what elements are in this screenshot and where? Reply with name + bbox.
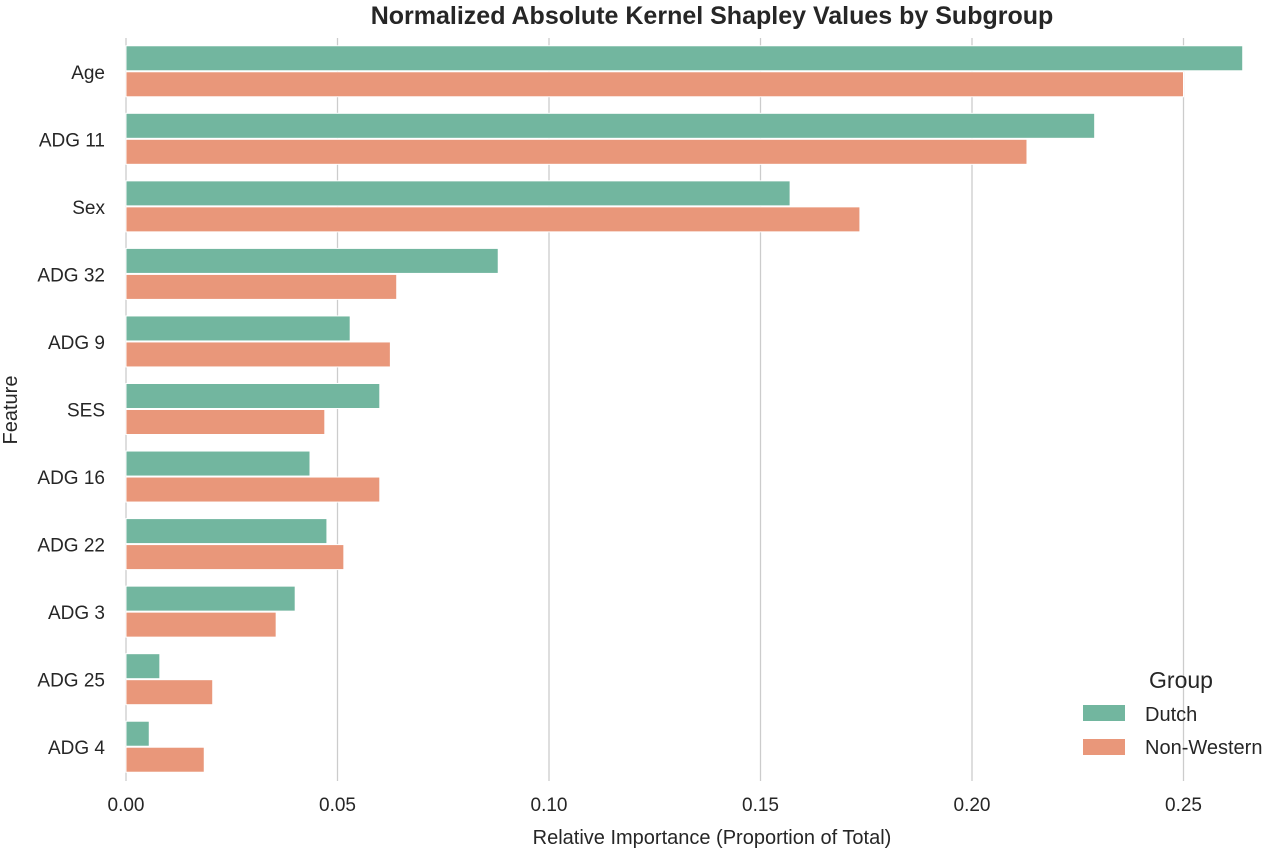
bar-non-western-adg-25 (125, 679, 214, 706)
y-tick-label: ADG 25 (37, 671, 105, 692)
y-tick-label: SES (67, 401, 105, 422)
y-tick-label: Age (71, 63, 105, 84)
bar-dutch-adg-9 (125, 315, 351, 342)
x-tick-label: 0.10 (531, 795, 568, 816)
legend-swatch-dutch (1083, 705, 1125, 721)
y-tick-label: ADG 16 (37, 468, 105, 489)
x-tick-label: 0.20 (954, 795, 991, 816)
bar-non-western-adg-22 (125, 544, 345, 571)
legend: Group Dutch Non-Western (1083, 667, 1262, 759)
y-tick-label: ADG 11 (39, 130, 105, 151)
bar-dutch-ses (125, 383, 381, 409)
legend-label-non-western: Non-Western (1145, 737, 1262, 759)
bar-non-western-sex (125, 206, 861, 233)
y-tick-labels: Age ADG 11 Sex ADG 32 ADG 9 SES ADG 16 ADG 22 AD… (37, 63, 105, 759)
x-tick-label: 0.25 (1165, 795, 1202, 816)
y-tick-label: ADG 32 (37, 265, 105, 286)
bar-non-western-age (125, 71, 1184, 98)
y-tick-label: Sex (72, 198, 105, 219)
x-axis-label: Relative Importance (Proportion of Total… (533, 827, 892, 849)
bar-non-western-adg-32 (125, 273, 398, 300)
bar-dutch-adg-4 (125, 720, 150, 747)
legend-swatch-non-western (1083, 739, 1125, 755)
bar-dutch-adg-32 (125, 247, 499, 274)
y-tick-label: ADG 4 (48, 738, 105, 759)
chart-title: Normalized Absolute Kernel Shapley Value… (371, 2, 1054, 30)
x-tick-label: 0.00 (108, 795, 145, 816)
legend-label-dutch: Dutch (1145, 704, 1197, 726)
y-tick-label: ADG 22 (37, 536, 105, 557)
y-tick-label: ADG 9 (48, 333, 105, 354)
x-tick-label: 0.05 (319, 795, 356, 816)
x-tick-label: 0.15 (742, 795, 779, 816)
bar-dutch-age (125, 45, 1244, 72)
bar-non-western-adg-11 (125, 138, 1028, 165)
bar-dutch-adg-3 (125, 585, 296, 612)
bar-non-western-adg-3 (125, 611, 277, 638)
bar-dutch-adg-25 (125, 653, 161, 680)
bar-non-western-adg-4 (125, 746, 205, 773)
bar-dutch-adg-11 (125, 112, 1096, 139)
bars (125, 45, 1244, 773)
legend-title: Group (1149, 667, 1213, 693)
bar-non-western-ses (125, 409, 326, 435)
bar-dutch-sex (125, 180, 791, 207)
y-axis-label: Feature (0, 376, 22, 445)
bar-dutch-adg-16 (125, 450, 311, 477)
y-tick-label: ADG 3 (48, 603, 105, 624)
bar-dutch-adg-22 (125, 518, 328, 545)
bar-non-western-adg-16 (125, 476, 381, 503)
x-tick-labels: 0.00 0.05 0.10 0.15 0.20 0.25 (108, 795, 1202, 816)
bar-non-western-adg-9 (125, 341, 391, 368)
